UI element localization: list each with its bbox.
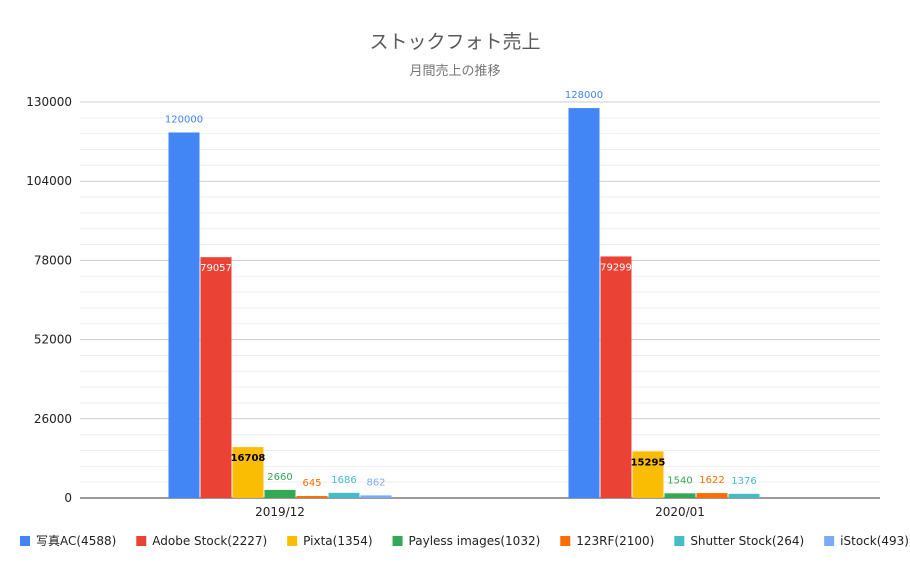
- y-tick-label: 0: [64, 491, 72, 505]
- legend-item: iStock(493): [824, 534, 909, 548]
- bar: [328, 492, 360, 498]
- x-axis-ticks: 2019/12 2020/01: [255, 505, 705, 519]
- data-label: 120000: [165, 114, 203, 125]
- data-label: 1376: [731, 476, 756, 487]
- legend-swatch: [136, 536, 147, 546]
- bar: [600, 256, 632, 498]
- data-label: 16708: [231, 453, 266, 464]
- data-label: 2660: [267, 472, 292, 483]
- legend-label: 写真AC(4588): [36, 534, 116, 548]
- bar: [168, 132, 200, 498]
- data-label: 862: [366, 477, 385, 488]
- data-label: 128000: [565, 90, 603, 101]
- bar: [728, 493, 760, 498]
- data-label: 79299: [600, 262, 632, 273]
- legend-item: Payless images(1032): [392, 534, 541, 548]
- legend-label: Adobe Stock(2227): [152, 534, 267, 548]
- bar: [664, 493, 696, 498]
- legend-swatch: [287, 536, 298, 546]
- data-label: 79057: [200, 263, 232, 274]
- bar: [632, 451, 664, 498]
- x-tick-label: 2020/01: [655, 505, 705, 519]
- bar: [568, 108, 600, 498]
- bar: [232, 447, 264, 498]
- data-label: 1622: [699, 475, 724, 486]
- y-axis-ticks: 0 26000 52000 78000 104000 130000: [26, 95, 72, 505]
- bar: [696, 493, 728, 498]
- legend-item: 123RF(2100): [560, 534, 654, 548]
- legend-item: 写真AC(4588): [20, 534, 116, 548]
- legend-item: Shutter Stock(264): [674, 534, 804, 548]
- legend-label: Pixta(1354): [303, 534, 372, 548]
- legend: 写真AC(4588) Adobe Stock(2227) Pixta(1354) Pa…: [20, 534, 909, 548]
- chart-title: ストックフォト売上: [369, 31, 540, 53]
- legend-label: 123RF(2100): [576, 534, 654, 548]
- y-tick-label: 130000: [26, 95, 72, 109]
- legend-swatch: [560, 536, 571, 546]
- y-tick-label: 52000: [34, 333, 72, 347]
- legend-swatch: [392, 536, 403, 546]
- bar: [264, 489, 296, 498]
- data-label: 1540: [667, 475, 692, 486]
- chart-subtitle: 月間売上の推移: [409, 63, 500, 79]
- legend-label: iStock(493): [840, 534, 909, 548]
- y-tick-label: 26000: [34, 412, 72, 426]
- data-label: 1686: [331, 475, 356, 486]
- legend-item: Pixta(1354): [287, 534, 373, 548]
- y-tick-label: 78000: [34, 253, 72, 267]
- bars: [168, 108, 760, 498]
- legend-swatch: [20, 536, 30, 546]
- y-tick-label: 104000: [26, 174, 72, 188]
- bar: [296, 496, 328, 498]
- bar: [200, 257, 232, 498]
- bar: [360, 495, 392, 498]
- legend-swatch: [824, 536, 835, 546]
- legend-label: Shutter Stock(264): [690, 534, 804, 548]
- legend-item: Adobe Stock(2227): [136, 534, 267, 548]
- legend-label: Payless images(1032): [409, 534, 541, 548]
- x-tick-label: 2019/12: [255, 505, 305, 519]
- legend-swatch: [674, 536, 685, 546]
- gridlines: [80, 101, 880, 499]
- data-label: 645: [302, 478, 321, 489]
- data-label: 15295: [631, 457, 666, 468]
